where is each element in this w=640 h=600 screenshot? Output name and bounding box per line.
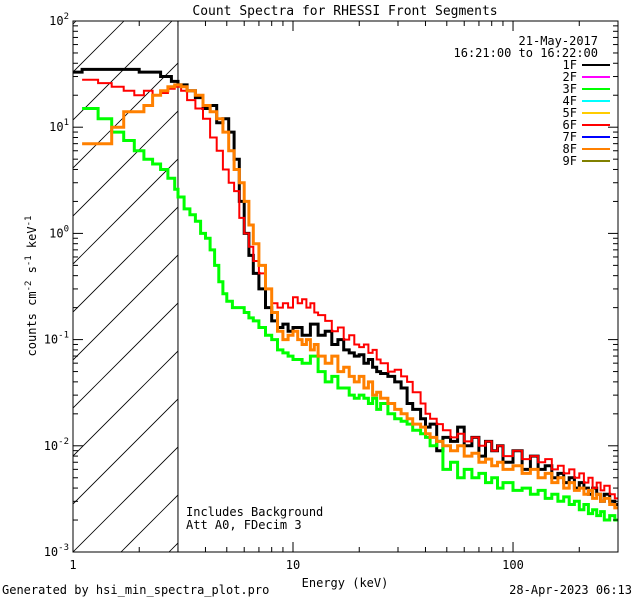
- annotation-date: 21-May-2017: [519, 34, 598, 48]
- y-axis-label-sup1: -2: [24, 281, 34, 292]
- legend-label-1F: 1F: [563, 58, 577, 72]
- series-6F: [82, 78, 618, 500]
- hatch-line: [73, 254, 178, 361]
- y-tick-label: 100: [49, 224, 69, 240]
- series-3F: [82, 107, 618, 522]
- legend-label-8F: 8F: [563, 142, 577, 156]
- y-axis-label-main: counts cm: [25, 291, 39, 356]
- hatch-line: [73, 398, 178, 505]
- legend-label-7F: 7F: [563, 130, 577, 144]
- footer-timestamp: 28-Apr-2023 06:13: [509, 583, 632, 597]
- hatch-line: [73, 110, 178, 217]
- legend-label-5F: 5F: [563, 106, 577, 120]
- footer-generated-by: Generated by hsi_min_spectra_plot.pro: [2, 583, 270, 597]
- x-tick-label: 1: [69, 558, 76, 572]
- legend-label-2F: 2F: [563, 70, 577, 84]
- x-tick-label: 10: [286, 558, 300, 572]
- legend-label-6F: 6F: [563, 118, 577, 132]
- series-8F: [82, 83, 618, 510]
- series-layer: [73, 67, 618, 522]
- y-axis-label-sup3: -1: [24, 216, 34, 227]
- plot-frame: [72, 20, 619, 553]
- x-tick-label: 100: [502, 558, 524, 572]
- y-axis-label-end: keV: [25, 226, 39, 255]
- hatch-line: [73, 62, 178, 169]
- y-tick-label: 10-3: [44, 543, 69, 559]
- y-axis-label-sup2: -1: [24, 255, 34, 266]
- hatch-line: [73, 206, 178, 313]
- legend-label-3F: 3F: [563, 82, 577, 96]
- y-tick-label: 101: [49, 118, 69, 134]
- hatch-line: [73, 350, 178, 457]
- chart-title: Count Spectra for RHESSI Front Segments: [192, 4, 497, 19]
- axis-ticks: 1 10 100 10-3 10-2 10-1 100 101 102: [44, 12, 619, 572]
- y-tick-label: 10-2: [44, 437, 69, 453]
- y-tick-label: 10-1: [44, 331, 69, 347]
- y-axis-label-mid: s: [25, 266, 39, 280]
- y-tick-label: 102: [49, 12, 69, 28]
- annotation-attenuator: Att A0, FDecim 3: [186, 518, 302, 532]
- annotation-time-range: 16:21:00 to 16:22:00: [454, 46, 599, 60]
- y-axis-label: counts cm-2 s-1 keV-1: [24, 216, 39, 357]
- hatch-line: [73, 21, 125, 73]
- hatch-line: [73, 446, 178, 552]
- legend-label-9F: 9F: [563, 154, 577, 168]
- hatch-line: [73, 21, 77, 25]
- annotation-background: Includes Background: [186, 505, 323, 519]
- hatch-line: [73, 158, 178, 265]
- legend-label-4F: 4F: [563, 94, 577, 108]
- hatch-line: [73, 302, 178, 409]
- x-axis-label: Energy (keV): [302, 576, 389, 590]
